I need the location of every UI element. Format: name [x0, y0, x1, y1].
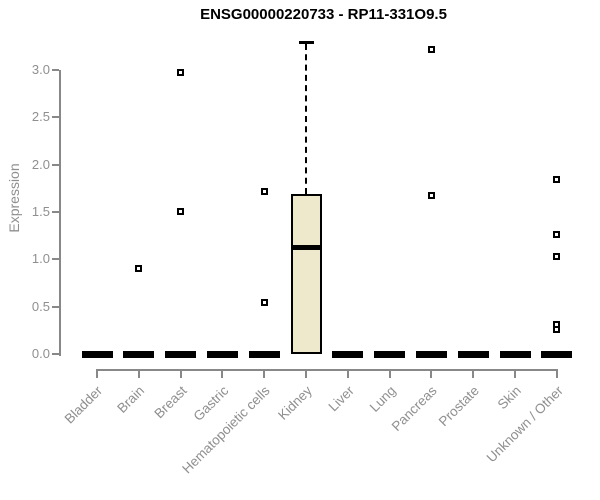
- x-tick-label: Lung: [366, 383, 399, 415]
- y-tick-label: 0.0: [31, 346, 50, 361]
- y-axis-tick: [52, 353, 59, 355]
- y-axis-tick: [52, 305, 59, 308]
- x-tick-label: Liver: [325, 383, 357, 415]
- flat-box: [499, 350, 531, 358]
- y-tick-label: 2.5: [31, 109, 50, 125]
- x-axis-tick: [221, 371, 224, 378]
- y-axis-tick: [52, 116, 59, 119]
- outlier-point: [427, 45, 435, 53]
- x-axis-tick: [388, 371, 391, 378]
- outlier-point: [553, 231, 561, 239]
- flat-box: [457, 350, 489, 358]
- x-axis-tick: [137, 371, 140, 378]
- flat-box: [165, 350, 197, 358]
- x-tick-label: Prostate: [435, 383, 482, 430]
- x-tick-label: Skin: [494, 383, 524, 413]
- flat-box: [206, 350, 238, 358]
- chart-title: ENSG00000220733 - RP11-331O9.5: [200, 6, 447, 23]
- y-axis-tick: [52, 210, 59, 213]
- outlier-point: [260, 299, 268, 307]
- x-tick-label: Kidney: [274, 383, 315, 423]
- x-axis-tick: [514, 371, 516, 378]
- x-axis-line: [96, 369, 558, 371]
- outlier-point: [177, 208, 185, 216]
- flat-box: [332, 350, 364, 358]
- whisker-cap: [298, 40, 314, 44]
- y-tick-label: 3.0: [31, 61, 50, 77]
- x-axis-tick: [96, 371, 98, 378]
- x-axis-tick: [305, 371, 307, 378]
- y-axis-tick: [52, 163, 59, 166]
- flat-box: [415, 350, 447, 358]
- x-axis-tick: [555, 371, 558, 378]
- y-tick-label: 2.0: [31, 156, 50, 172]
- x-axis-tick: [263, 371, 266, 378]
- flat-box: [541, 350, 573, 358]
- x-axis-tick: [430, 371, 433, 378]
- outlier-point: [135, 265, 143, 273]
- flat-box: [374, 350, 406, 358]
- x-tick-label: Pancreas: [389, 383, 441, 434]
- x-axis-tick: [179, 371, 182, 378]
- outlier-point: [260, 187, 268, 195]
- flat-box: [248, 350, 280, 358]
- y-axis-tick: [52, 258, 59, 261]
- outlier-point: [553, 325, 561, 333]
- x-axis-tick: [472, 371, 475, 378]
- x-tick-label: Bladder: [62, 383, 106, 427]
- outlier-point: [427, 192, 435, 200]
- y-tick-label: 1.0: [31, 251, 50, 267]
- flat-box: [81, 350, 113, 358]
- x-tick-label: Breast: [151, 383, 190, 422]
- y-tick-label: 0.5: [31, 298, 50, 314]
- outlier-point: [553, 176, 561, 184]
- x-axis-tick: [346, 371, 349, 378]
- box: [290, 194, 322, 354]
- whisker-line: [305, 43, 307, 194]
- outlier-point: [553, 252, 561, 260]
- outlier-point: [177, 69, 185, 77]
- x-tick-label: Gastric: [190, 383, 232, 424]
- x-tick-label: Unknown / Other: [483, 383, 566, 466]
- flat-box: [123, 350, 155, 358]
- y-tick-label: 1.5: [31, 203, 50, 219]
- y-axis-line: [59, 69, 61, 356]
- y-axis-tick: [52, 68, 59, 71]
- median-line: [290, 244, 322, 250]
- x-tick-label: Brain: [114, 383, 148, 416]
- y-axis-title: Expression: [6, 163, 22, 233]
